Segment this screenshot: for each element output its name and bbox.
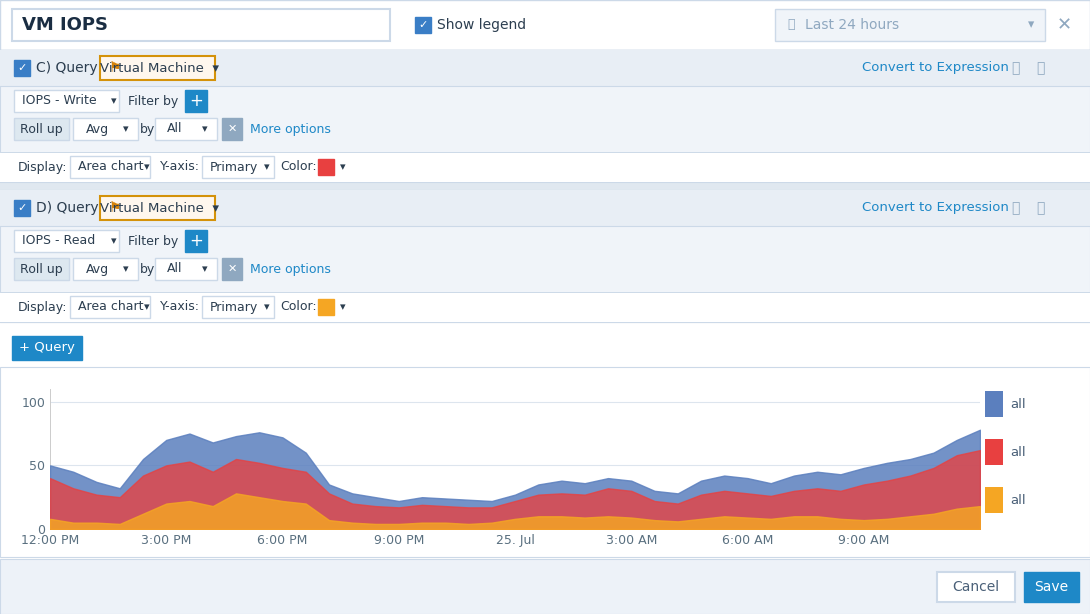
FancyBboxPatch shape [985,488,1003,513]
FancyBboxPatch shape [14,230,119,252]
Text: ⧉: ⧉ [1010,201,1019,215]
FancyBboxPatch shape [0,0,1090,50]
Text: Avg: Avg [86,263,109,276]
FancyBboxPatch shape [70,156,150,178]
FancyBboxPatch shape [985,391,1003,417]
FancyBboxPatch shape [0,190,1090,226]
FancyBboxPatch shape [318,299,334,315]
FancyBboxPatch shape [12,335,82,360]
Text: Primary: Primary [210,160,258,174]
FancyBboxPatch shape [14,258,69,280]
Text: Virtual Machine  ▾: Virtual Machine ▾ [100,201,219,214]
FancyBboxPatch shape [415,17,431,33]
Text: Filter by: Filter by [128,95,179,107]
Text: + Query: + Query [19,341,75,354]
Text: ▾: ▾ [123,124,129,134]
Text: ✕: ✕ [228,264,237,274]
Text: VM IOPS: VM IOPS [22,16,108,34]
FancyBboxPatch shape [14,118,69,140]
FancyBboxPatch shape [222,118,242,140]
Text: ▾: ▾ [202,264,207,274]
Text: More options: More options [250,123,331,136]
Text: IOPS - Write: IOPS - Write [22,95,97,107]
FancyBboxPatch shape [0,152,1090,182]
FancyBboxPatch shape [155,258,217,280]
Text: ▾: ▾ [111,96,117,106]
Text: ✕: ✕ [228,124,237,134]
FancyBboxPatch shape [185,90,207,112]
Text: Convert to Expression: Convert to Expression [862,201,1009,214]
Text: Convert to Expression: Convert to Expression [862,61,1009,74]
Text: ⧉: ⧉ [1010,61,1019,75]
Text: +: + [189,232,203,250]
Text: Filter by: Filter by [128,235,179,247]
Text: ✓: ✓ [419,20,427,30]
FancyBboxPatch shape [0,330,1090,365]
Text: Color:: Color: [280,160,316,174]
FancyBboxPatch shape [100,56,215,80]
Text: by: by [140,123,155,136]
FancyBboxPatch shape [0,190,1090,322]
Text: Y-axis:: Y-axis: [160,160,199,174]
Text: 🗑: 🗑 [1036,61,1044,75]
Text: Color:: Color: [280,300,316,314]
Text: 🗑: 🗑 [1036,201,1044,215]
FancyBboxPatch shape [185,230,207,252]
FancyBboxPatch shape [937,572,1015,602]
FancyBboxPatch shape [100,196,215,220]
Text: Last 24 hours: Last 24 hours [806,18,899,32]
Text: ✓: ✓ [17,203,26,213]
Text: ▾: ▾ [202,124,207,134]
FancyBboxPatch shape [775,9,1045,41]
Text: +: + [189,92,203,110]
Text: IOPS - Read: IOPS - Read [22,235,95,247]
FancyBboxPatch shape [14,90,119,112]
Text: ▾: ▾ [111,236,117,246]
FancyBboxPatch shape [70,296,150,318]
Text: ▾: ▾ [264,162,269,172]
FancyBboxPatch shape [318,159,334,175]
Text: ✕: ✕ [1056,16,1071,34]
Text: D) Query: D) Query [36,201,98,215]
Text: ⚑: ⚑ [109,201,121,215]
Text: all: all [1010,494,1026,507]
FancyBboxPatch shape [0,292,1090,322]
Text: Roll up: Roll up [20,263,62,276]
Text: Area chart: Area chart [78,160,144,174]
Text: all: all [1010,398,1026,411]
FancyBboxPatch shape [14,60,31,76]
Text: More options: More options [250,263,331,276]
Text: All: All [167,123,182,136]
FancyBboxPatch shape [202,156,274,178]
Text: Primary: Primary [210,300,258,314]
FancyBboxPatch shape [73,118,138,140]
Text: Avg: Avg [86,123,109,136]
Text: C) Query: C) Query [36,61,98,75]
Text: ▾: ▾ [123,264,129,274]
Text: Show legend: Show legend [437,18,526,32]
FancyBboxPatch shape [222,258,242,280]
Text: Display:: Display: [19,300,68,314]
Text: ▾: ▾ [264,302,269,312]
Text: by: by [140,263,155,276]
Text: Y-axis:: Y-axis: [160,300,199,314]
Text: ⚑: ⚑ [109,61,121,75]
FancyBboxPatch shape [12,9,390,41]
Text: ▾: ▾ [340,162,346,172]
FancyBboxPatch shape [0,559,1090,614]
Text: Area chart: Area chart [78,300,144,314]
FancyBboxPatch shape [985,440,1003,465]
FancyBboxPatch shape [1024,572,1079,602]
Text: Virtual Machine  ▾: Virtual Machine ▾ [100,61,219,74]
Text: Roll up: Roll up [20,123,62,136]
Text: Save: Save [1034,580,1068,594]
FancyBboxPatch shape [73,258,138,280]
Text: All: All [167,263,182,276]
Text: ▾: ▾ [144,162,149,172]
FancyBboxPatch shape [0,50,1090,86]
FancyBboxPatch shape [14,200,31,216]
Text: ✓: ✓ [17,63,26,73]
Text: ▾: ▾ [340,302,346,312]
Text: ▾: ▾ [1028,18,1034,31]
